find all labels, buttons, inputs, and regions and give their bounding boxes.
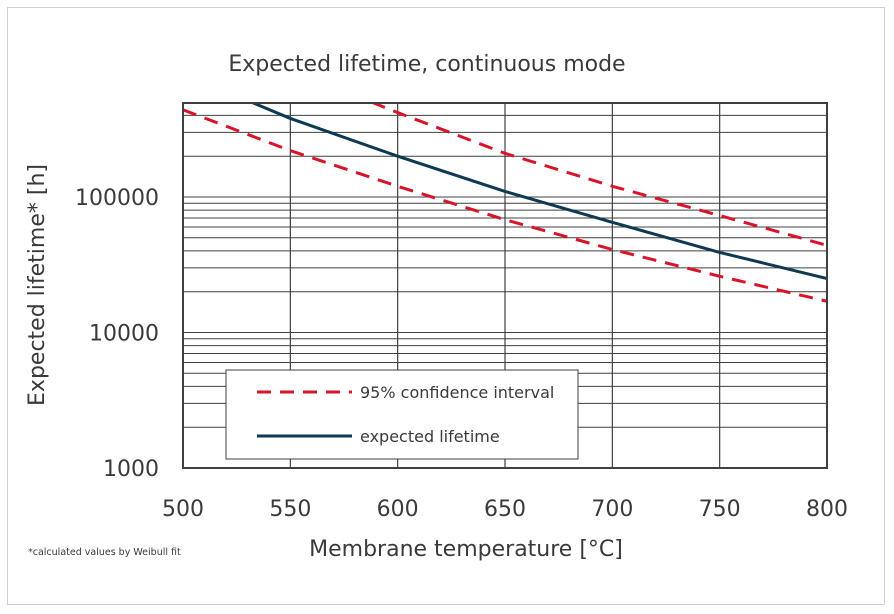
y-tick-label: 10000 xyxy=(89,322,159,347)
expected-lifetime-line xyxy=(251,103,827,281)
legend-label-confidence: 95% confidence interval xyxy=(360,383,554,402)
x-tick-label: 800 xyxy=(806,497,848,522)
y-tick-label: 100000 xyxy=(75,186,159,211)
x-tick-label: 550 xyxy=(269,497,311,522)
legend-label-expected: expected lifetime xyxy=(360,427,500,446)
chart-frame xyxy=(7,7,885,605)
x-tick-labels: 500 550 600 650 700 750 800 xyxy=(162,497,848,522)
y-tick-label: 1000 xyxy=(103,457,159,482)
x-tick-label: 500 xyxy=(162,497,204,522)
x-tick-label: 600 xyxy=(377,497,419,522)
legend-box xyxy=(225,369,579,460)
confidence-interval-line xyxy=(183,108,827,303)
y-axis-label: Expected lifetime* [h] xyxy=(25,164,50,406)
x-axis-label: Membrane temperature [°C] xyxy=(309,537,623,562)
y-tick-labels: 1000 10000 100000 xyxy=(75,186,159,482)
footnote: *calculated values by Weibull fit xyxy=(28,547,181,558)
x-tick-label: 700 xyxy=(591,497,633,522)
chart-title: Expected lifetime, continuous mode xyxy=(228,52,625,77)
confidence-interval-line xyxy=(371,103,827,247)
x-tick-label: 650 xyxy=(484,497,526,522)
x-tick-label: 750 xyxy=(699,497,741,522)
plot-border xyxy=(182,102,828,469)
legend: 95% confidence interval expected lifetim… xyxy=(225,369,579,460)
series-group xyxy=(183,103,827,303)
